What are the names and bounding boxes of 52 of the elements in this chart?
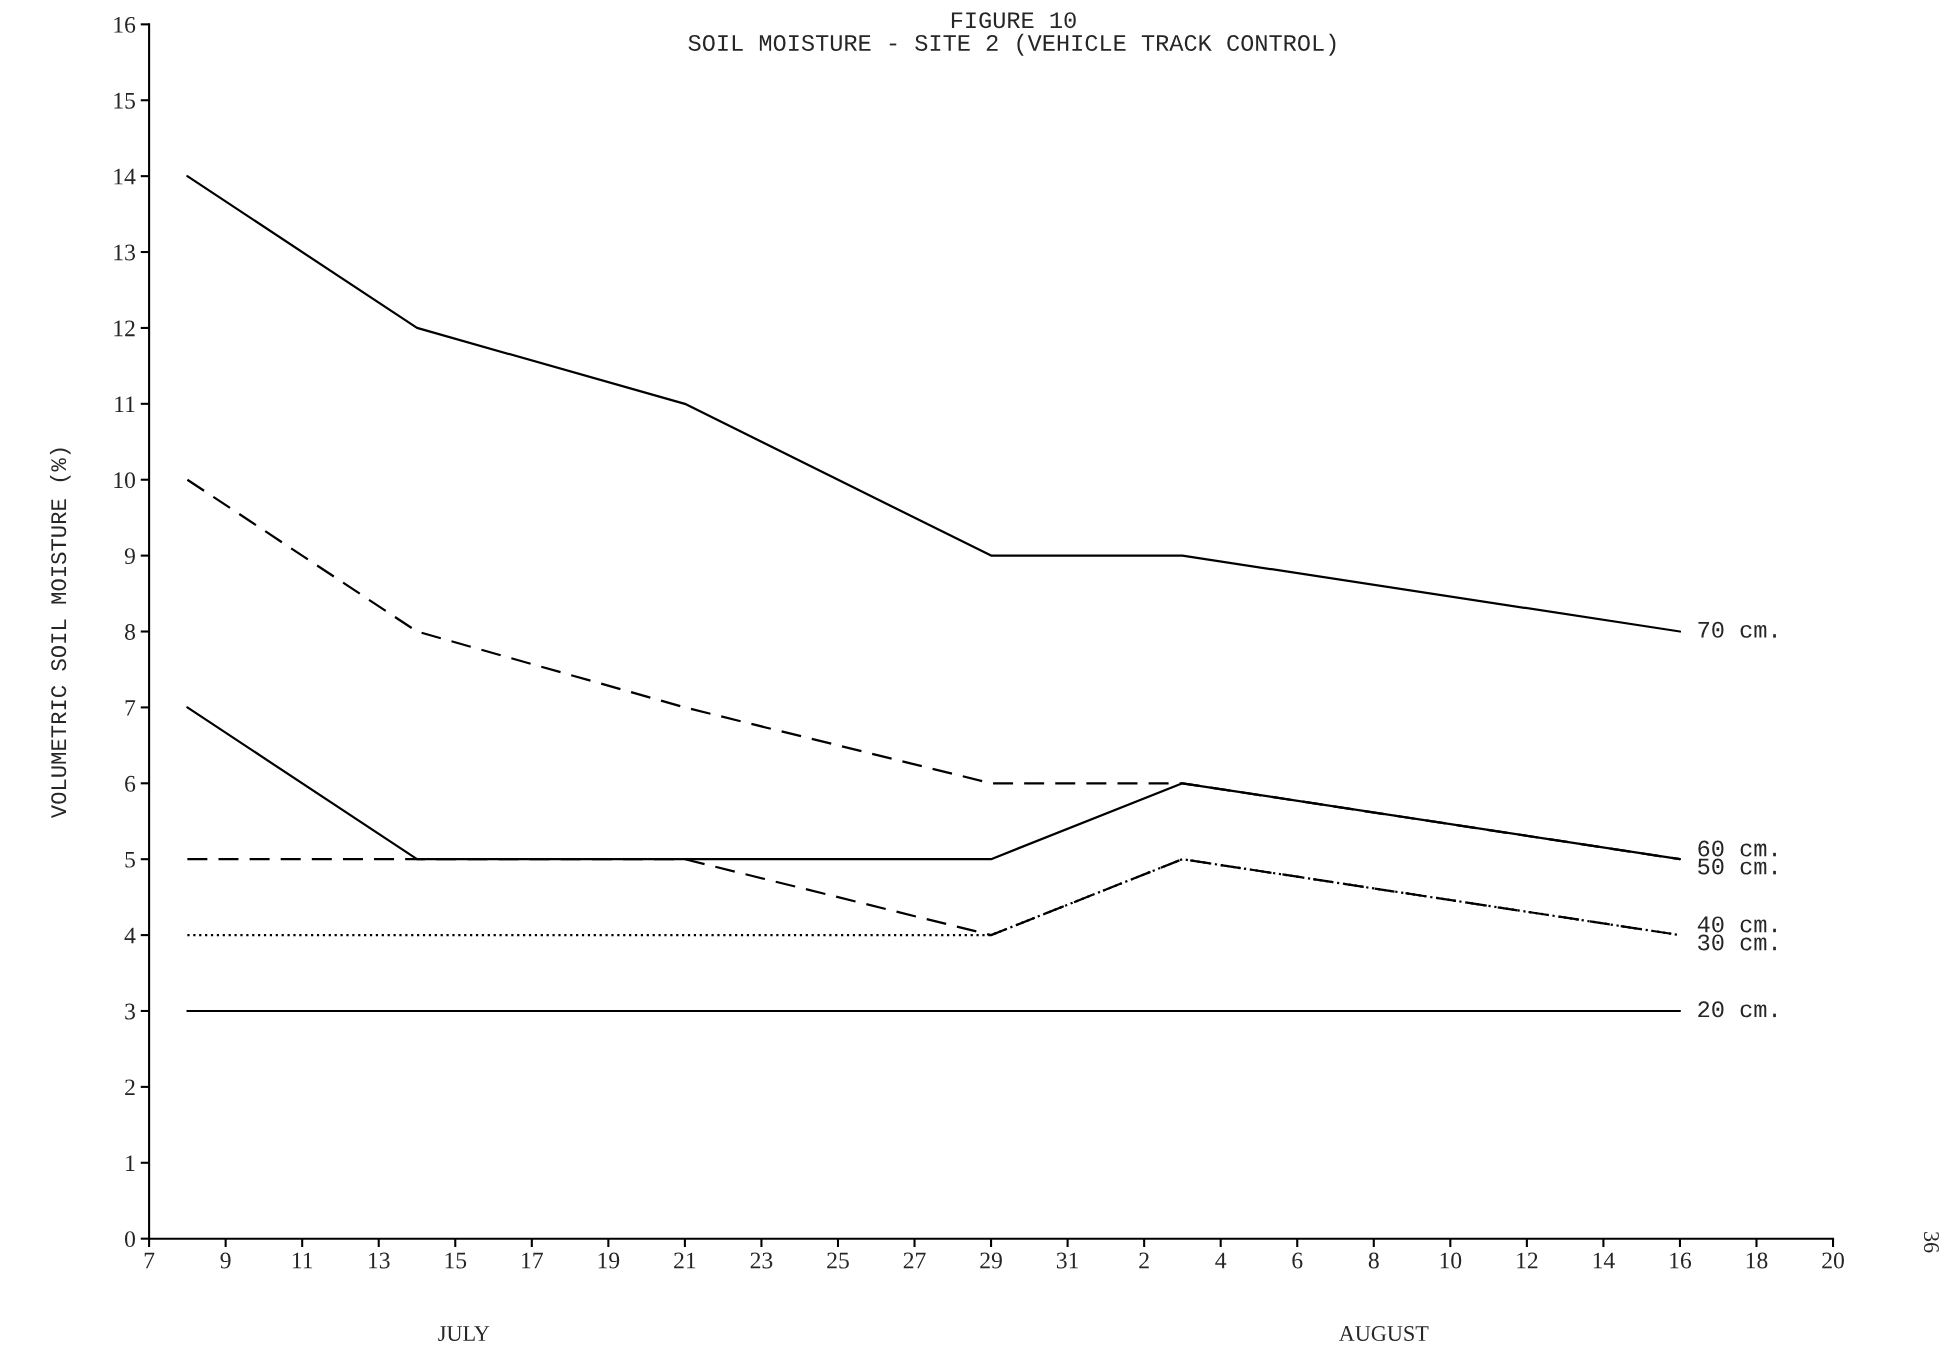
x-tick-label: 9 xyxy=(220,1252,231,1269)
series-label: 50 cm. xyxy=(1698,858,1776,875)
x-tick-label: 7 xyxy=(144,1252,155,1269)
x-tick-label: 12 xyxy=(1517,1252,1538,1269)
y-axis-title: VOLUMETRIC SOIL MOISTURE (%) xyxy=(49,448,71,819)
y-tick-label: 6 xyxy=(125,775,136,792)
y-tick-label: 8 xyxy=(125,624,135,640)
y-tick-label: 12 xyxy=(114,320,135,337)
text: 36 xyxy=(1923,1232,1939,1253)
x-tick-label: 4 xyxy=(1215,1252,1227,1269)
y-tick-label: 14 xyxy=(114,168,136,185)
x-tick-label: 8 xyxy=(1368,1252,1379,1269)
y-tick-label: 4 xyxy=(124,927,136,944)
y-tick-label: 11 xyxy=(115,396,135,413)
y-tick-label: 2 xyxy=(125,1079,135,1096)
x-tick-label: 15 xyxy=(445,1252,467,1269)
x-tick-label: 14 xyxy=(1593,1252,1615,1269)
y-tick-label: 5 xyxy=(125,851,135,868)
y-tick-label: 15 xyxy=(114,92,135,109)
y-tick-label: 10 xyxy=(114,472,135,489)
series-label: 30 cm. xyxy=(1698,934,1776,951)
y-tick-label: 0 xyxy=(125,1231,135,1248)
x-tick-label: 13 xyxy=(369,1252,390,1269)
series-label: 70 cm. xyxy=(1698,621,1776,638)
y-tick-label: 1 xyxy=(126,1155,135,1171)
y-tick-label: 3 xyxy=(125,1003,135,1020)
x-tick-label: 21 xyxy=(674,1252,696,1269)
x-tick-label: 29 xyxy=(980,1252,1002,1269)
x-tick-label: 6 xyxy=(1292,1252,1303,1269)
x-tick-label: 16 xyxy=(1670,1252,1692,1269)
x-tick-label: 25 xyxy=(827,1252,849,1269)
chart-subtitle: SOIL MOISTURE - SITE 2 (VEHICLE TRACK CONTROL) xyxy=(688,33,1336,56)
series-label: 40 cm. xyxy=(1697,916,1776,933)
y-tick-label: 13 xyxy=(114,244,135,261)
y-tick-label: 7 xyxy=(125,700,136,716)
text: JULY xyxy=(438,1326,490,1341)
x-tick-label: 31 xyxy=(1056,1252,1078,1269)
x-tick-label: 23 xyxy=(750,1252,773,1269)
x-tick-label: 20 xyxy=(1822,1252,1844,1269)
y-tick-label: 9 xyxy=(124,548,135,565)
x-tick-label: 2 xyxy=(1139,1252,1149,1269)
x-tick-label: 19 xyxy=(598,1252,620,1269)
text: AUGUST xyxy=(1338,1326,1429,1341)
x-tick-label: 17 xyxy=(522,1252,543,1269)
x-tick-label: 11 xyxy=(292,1252,313,1269)
x-tick-label: 18 xyxy=(1746,1252,1768,1269)
chart-title: FIGURE 10 xyxy=(951,12,1076,29)
series-label: 20 cm. xyxy=(1698,1001,1776,1018)
x-tick-label: 10 xyxy=(1440,1252,1462,1269)
x-tick-label: 27 xyxy=(903,1252,926,1269)
series-label: 60 cm. xyxy=(1698,840,1776,857)
y-tick-label: 16 xyxy=(114,16,136,33)
